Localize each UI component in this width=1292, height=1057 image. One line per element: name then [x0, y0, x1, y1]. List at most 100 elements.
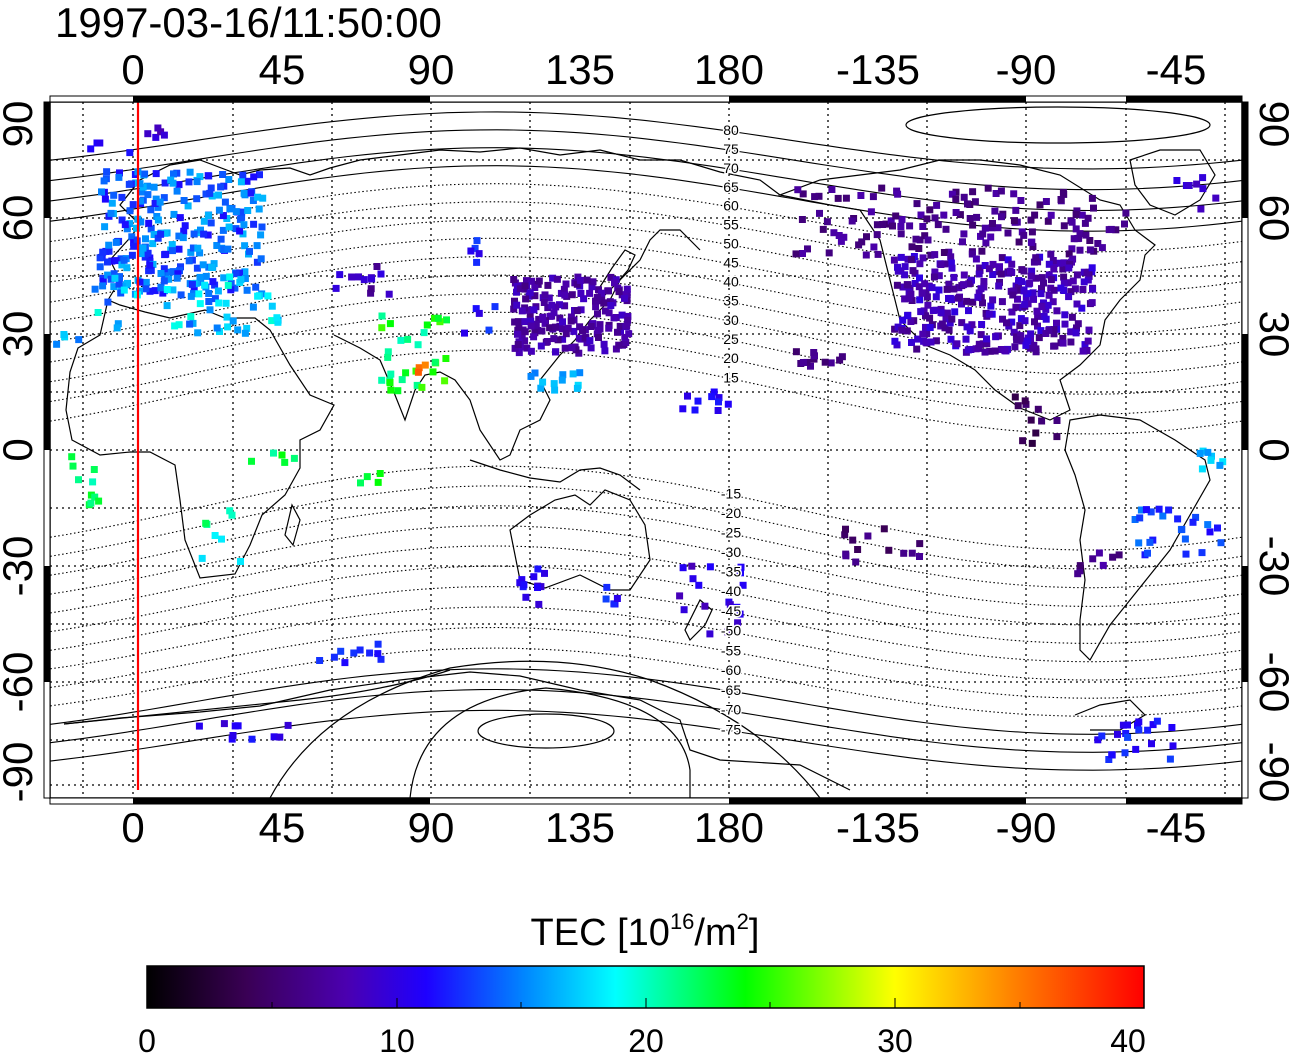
tec-point — [830, 229, 838, 237]
tec-point — [917, 308, 925, 316]
tec-point — [188, 280, 196, 288]
tec-point — [794, 186, 802, 194]
tec-point — [1031, 318, 1038, 326]
tec-point — [136, 278, 144, 286]
tec-point — [250, 220, 258, 228]
tec-point — [903, 281, 911, 289]
tec-point — [170, 210, 178, 218]
tec-point — [89, 478, 97, 486]
tec-point — [402, 369, 410, 377]
tec-point — [96, 139, 104, 147]
tec-point — [1090, 204, 1097, 212]
tec-point — [804, 245, 811, 253]
tec-point — [915, 245, 923, 252]
tec-point — [159, 289, 167, 297]
coast-indonesia — [469, 459, 641, 491]
tec-point — [1029, 289, 1037, 297]
tec-point — [213, 324, 221, 332]
tec-point — [404, 335, 412, 343]
tec-point — [200, 230, 208, 238]
tec-point — [965, 280, 973, 288]
tec-point — [112, 257, 120, 265]
tec-point — [997, 270, 1005, 278]
tec-point — [522, 593, 530, 601]
tec-point — [821, 358, 829, 366]
tec-point — [977, 331, 985, 339]
axis-bar-top — [49, 95, 1243, 103]
mlat-contour — [50, 606, 1242, 681]
tec-point — [583, 276, 591, 284]
tec-point — [737, 563, 745, 571]
coast-madagascar — [284, 503, 301, 547]
tec-point — [1065, 293, 1073, 301]
tec-point — [1042, 305, 1050, 313]
tec-point — [202, 190, 210, 198]
tec-point — [1119, 721, 1127, 729]
tec-point — [204, 172, 212, 180]
tec-point — [828, 186, 836, 193]
tec-point — [116, 169, 123, 177]
tec-point — [1174, 515, 1182, 523]
tec-point — [979, 230, 987, 238]
tec-point — [214, 287, 222, 295]
tec-point — [147, 206, 155, 214]
tec-point — [972, 255, 980, 263]
tec-point — [91, 285, 99, 293]
tec-point — [1042, 315, 1050, 323]
tec-point — [985, 310, 993, 318]
colorbar-title: TEC [1016/m2] — [531, 909, 760, 954]
mlat-label: -30 — [721, 544, 741, 560]
tec-point — [516, 285, 524, 293]
tec-point — [943, 285, 951, 293]
tec-point — [544, 281, 552, 289]
tec-point — [931, 268, 939, 276]
mlat-label: -15 — [721, 485, 741, 501]
tec-point — [218, 535, 225, 543]
tec-point — [889, 222, 896, 230]
tec-point — [115, 274, 123, 282]
tec-point — [103, 168, 111, 176]
axis-bar-bottom — [49, 797, 1243, 805]
tec-point — [112, 238, 120, 246]
tec-point — [538, 327, 546, 335]
tec-point — [249, 197, 257, 204]
tec-point — [373, 263, 381, 270]
tec-point — [900, 549, 908, 557]
tec-point — [834, 194, 842, 202]
tec-point — [160, 194, 168, 202]
tec-point — [724, 400, 732, 408]
tec-point — [163, 302, 171, 310]
tec-point — [170, 170, 177, 178]
tec-point — [1208, 452, 1215, 460]
tec-point — [1206, 528, 1214, 536]
tec-point — [980, 278, 988, 285]
mlat-label: -50 — [721, 623, 741, 639]
tec-point — [1015, 286, 1023, 294]
tec-point — [1132, 745, 1140, 753]
tec-point — [224, 323, 232, 331]
tec-point — [938, 320, 946, 328]
tec-point — [205, 298, 213, 305]
tec-point — [232, 225, 240, 233]
tec-point — [273, 314, 281, 322]
tec-point — [1121, 749, 1129, 757]
tec-point — [1053, 433, 1061, 441]
tec-point — [907, 318, 915, 325]
coast-greenland — [1129, 149, 1216, 216]
tec-point — [1112, 226, 1120, 234]
tec-point — [588, 283, 596, 291]
tec-point — [1089, 555, 1097, 563]
tec-point — [1021, 317, 1029, 325]
tec-point — [945, 248, 953, 256]
coast-australia — [509, 489, 651, 591]
tec-point — [624, 316, 632, 324]
tec-point — [987, 233, 995, 241]
tec-point — [541, 319, 549, 327]
tec-point — [197, 226, 204, 234]
tec-point — [196, 249, 204, 257]
tec-point — [1159, 512, 1167, 520]
tec-point — [384, 353, 392, 361]
tec-point — [514, 326, 522, 334]
tec-point — [732, 567, 740, 575]
